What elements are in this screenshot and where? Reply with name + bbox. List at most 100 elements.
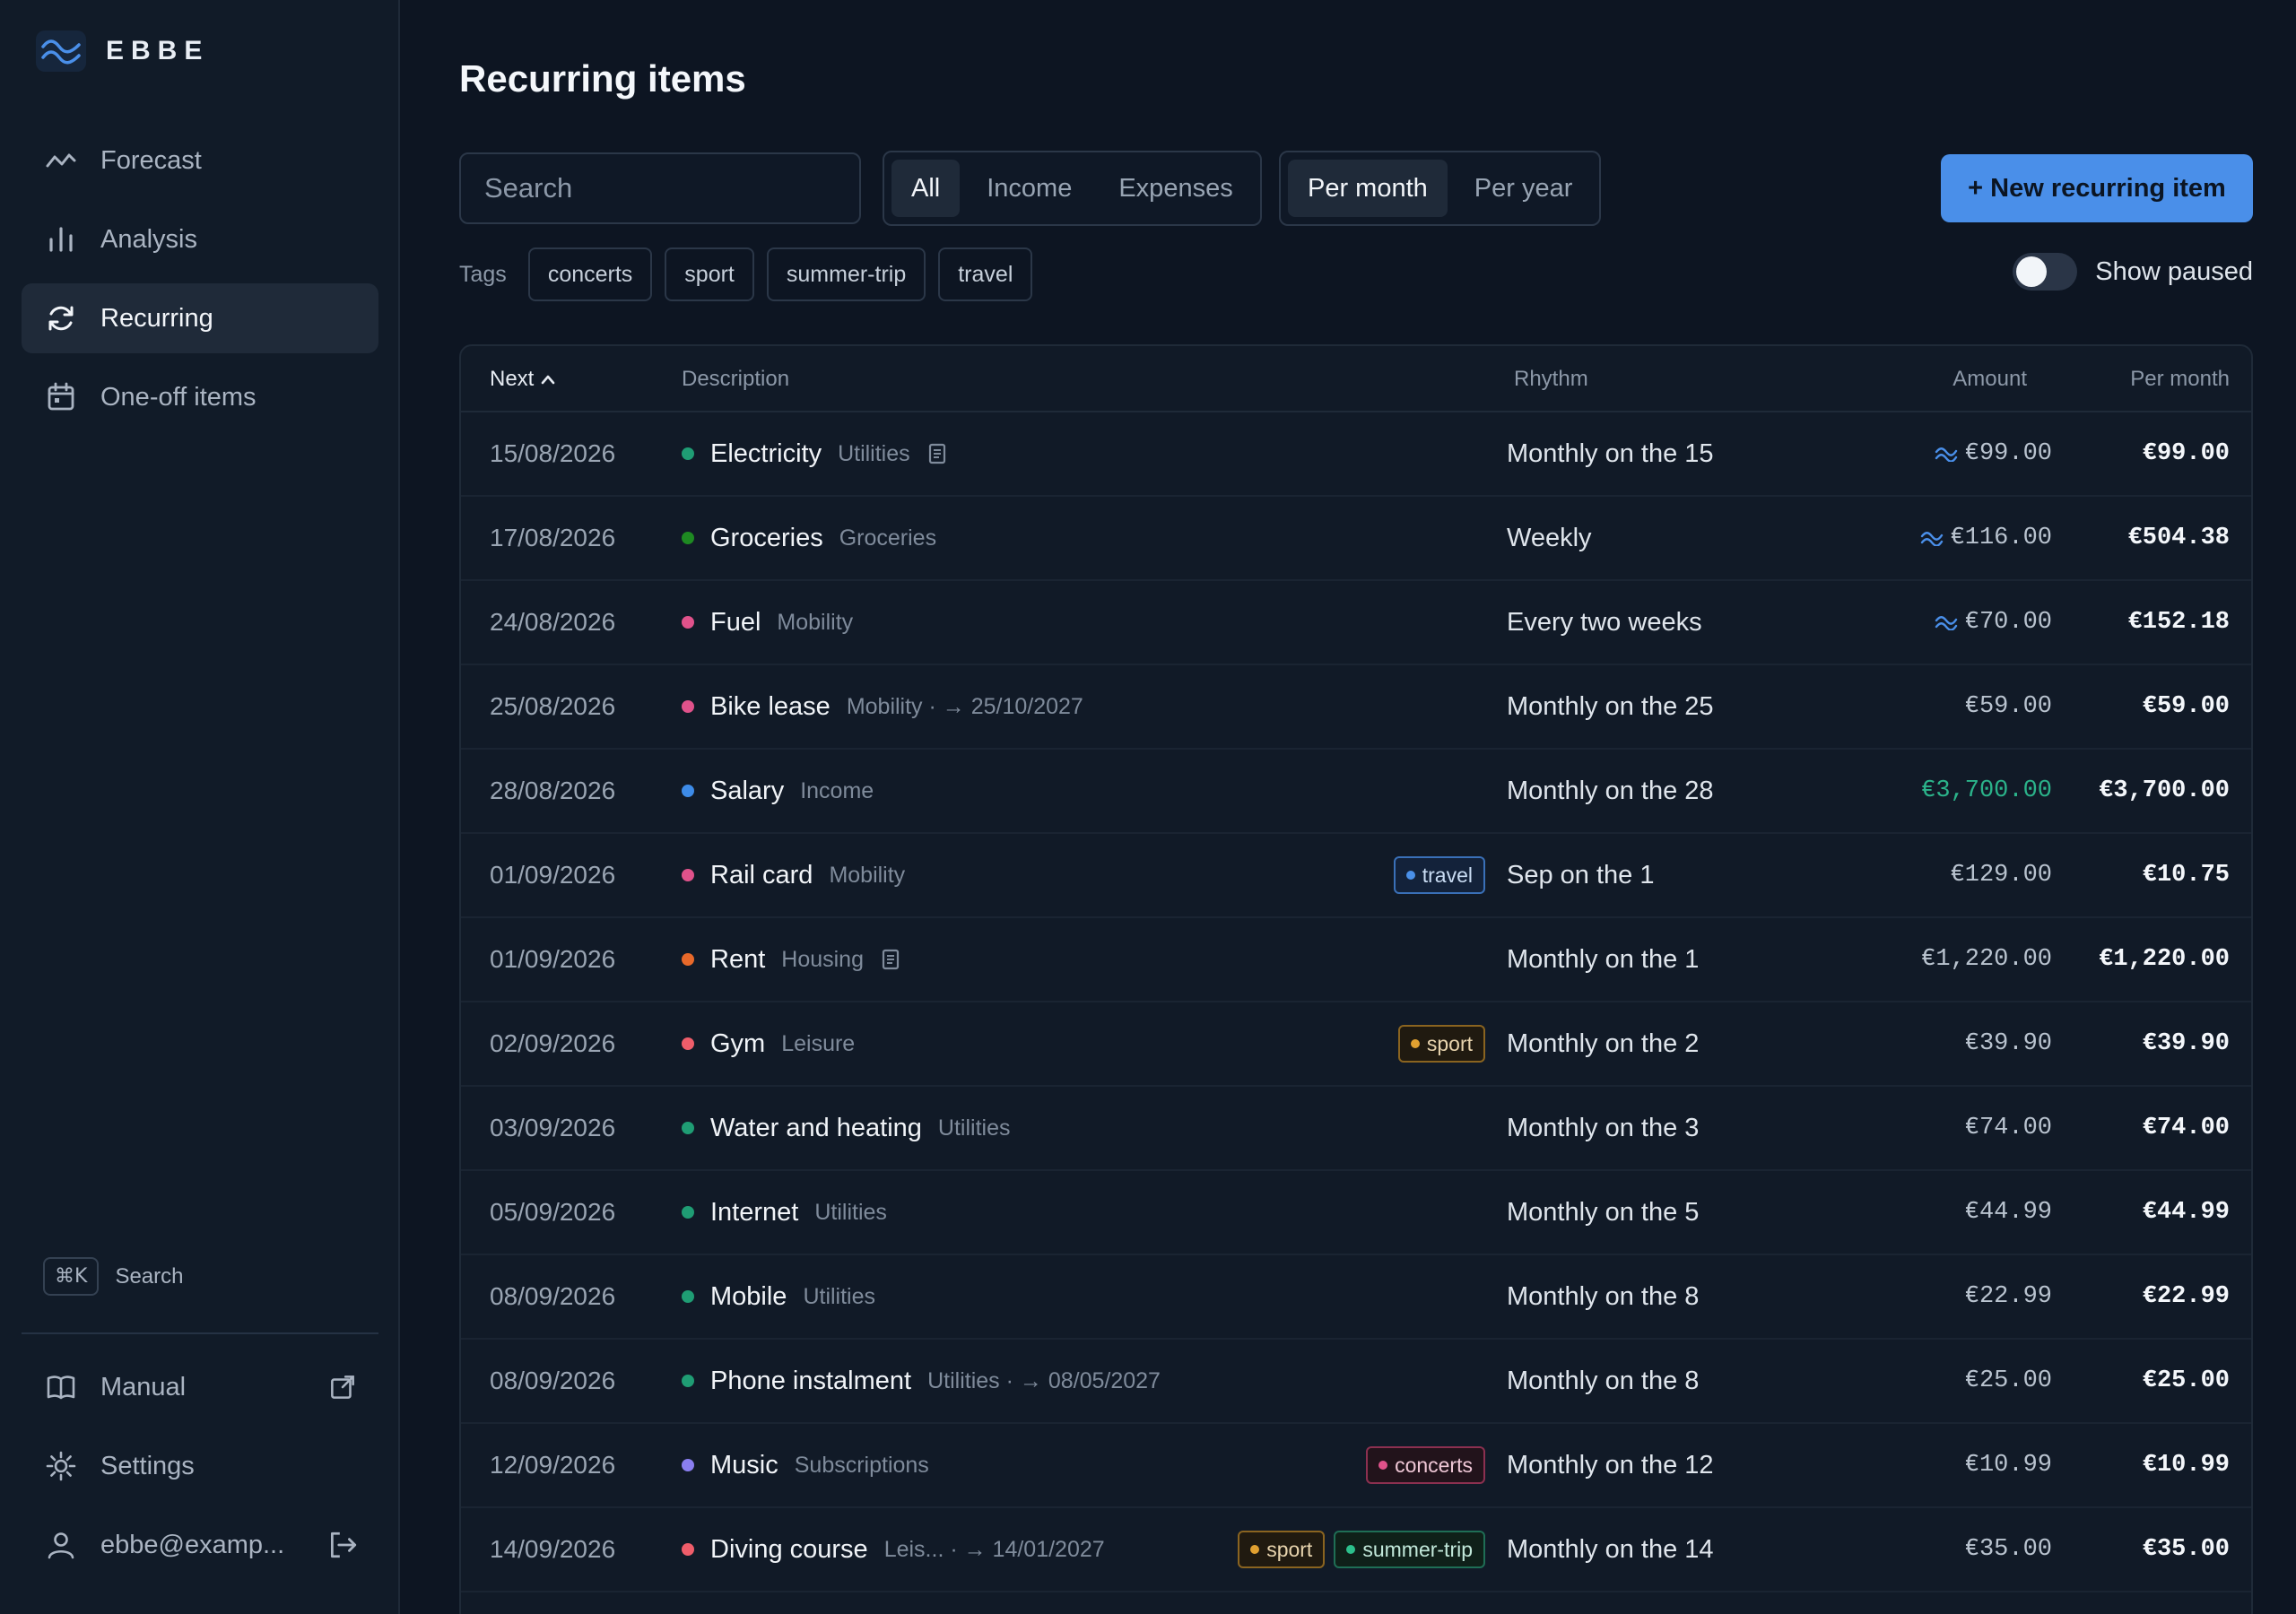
user-icon	[48, 1532, 74, 1559]
table-row[interactable]: 28/08/2026 Salary Income Monthly on the 28 €…	[461, 750, 2251, 834]
item-name: Salary	[710, 776, 785, 805]
toggle-knob	[2016, 256, 2048, 287]
next-date: 05/09/2026	[490, 1198, 616, 1226]
category-dot	[682, 1122, 694, 1134]
category-dot	[682, 1375, 694, 1387]
shortcut-key: ⌘K	[43, 1257, 100, 1296]
sidebar-item-recurring[interactable]: Recurring	[22, 283, 378, 353]
item-name: Rail card	[710, 860, 813, 889]
column-header-description[interactable]: Description	[682, 367, 790, 391]
rhythm: Monthly on the 1	[1507, 944, 1700, 974]
description-cell: Rail card Mobility	[682, 834, 905, 916]
wave-logo-icon	[36, 30, 86, 72]
tag-badge[interactable]: sport	[1238, 1531, 1326, 1568]
sidebar-item-forecast[interactable]: Forecast	[22, 126, 378, 195]
tag-chip-travel[interactable]: travel	[938, 247, 1033, 301]
refresh-icon	[48, 306, 74, 331]
column-header-amount[interactable]: Amount	[1952, 367, 2027, 391]
category-dot	[682, 953, 694, 966]
type-filter: All Income Expenses	[883, 151, 1262, 226]
item-name: Gym	[710, 1028, 766, 1058]
command-search[interactable]: ⌘K Search	[43, 1257, 183, 1296]
filter-expenses[interactable]: Expenses	[1118, 173, 1233, 203]
amount: €1,220.00	[1921, 918, 2052, 1001]
sidebar-item-analysis[interactable]: Analysis	[22, 204, 378, 274]
category-dot	[682, 700, 694, 713]
sidebar-item-manual[interactable]: Manual	[22, 1352, 378, 1422]
table-row[interactable]: 24/08/2026 Fuel Mobility Every two weeks €70…	[461, 581, 2251, 665]
item-category: Housing	[781, 946, 864, 972]
table-row[interactable]: 01/09/2026 Rent Housing Monthly on the 1 €1,…	[461, 918, 2251, 1002]
calendar-icon	[48, 382, 74, 411]
sidebar-item-account[interactable]: ebbe@examp...	[22, 1510, 378, 1580]
table-header: Next Description Rhythm Amount Per month	[461, 346, 2251, 412]
sidebar-item-label: Recurring	[100, 303, 213, 333]
table-row[interactable]: 05/09/2026 Internet Utilities Monthly on th…	[461, 1171, 2251, 1255]
table-row[interactable]: 17/08/2026 Groceries Groceries Weekly €116.0…	[461, 497, 2251, 581]
tag-badge[interactable]: summer-trip	[1334, 1531, 1485, 1568]
tag-chip-summer-trip[interactable]: summer-trip	[766, 247, 926, 301]
row-tags: travel	[1393, 834, 1485, 916]
bottom-nav: Manual Settings ebbe@examp...	[22, 1352, 378, 1589]
amount-value: €25.00	[1964, 1367, 2052, 1394]
tag-badge[interactable]: travel	[1393, 856, 1485, 894]
amount-value: €3,700.00	[1921, 777, 2052, 804]
sidebar-item-label: One-off items	[100, 382, 257, 412]
item-name: Diving course	[710, 1534, 868, 1564]
tag-badge[interactable]: concerts	[1366, 1446, 1485, 1484]
logout-icon[interactable]	[326, 1529, 359, 1561]
table-body: 15/08/2026 Electricity Utilities Monthly on…	[461, 412, 2251, 1592]
rhythm: Monthly on the 2	[1507, 1028, 1700, 1058]
table-row[interactable]: 02/09/2026 Gym Leisure sport Monthly on the …	[461, 1002, 2251, 1087]
rhythm: Monthly on the 8	[1507, 1366, 1700, 1395]
next-date: 15/08/2026	[490, 439, 616, 467]
per-month: €39.90	[2142, 1030, 2230, 1057]
brand[interactable]: EBBE	[36, 30, 209, 72]
tag-label: summer-trip	[1362, 1537, 1473, 1561]
period-per-month[interactable]: Per month	[1288, 160, 1448, 217]
table-row[interactable]: 03/09/2026 Water and heating Utilities Mont…	[461, 1087, 2251, 1171]
table-row[interactable]: 01/09/2026 Rail card Mobility travel Sep on …	[461, 834, 2251, 918]
table-row[interactable]: 14/09/2026 Diving course Leis... · → 14/01…	[461, 1508, 2251, 1592]
category-dot	[682, 1459, 694, 1471]
filter-income[interactable]: Income	[987, 173, 1073, 203]
amount-value: €39.90	[1964, 1030, 2052, 1057]
next-date: 28/08/2026	[490, 777, 616, 804]
per-month: €44.99	[2142, 1199, 2230, 1226]
table-row[interactable]: 08/09/2026 Mobile Utilities Monthly on the …	[461, 1255, 2251, 1340]
item-category: Income	[800, 777, 874, 803]
search-input[interactable]	[459, 152, 861, 224]
column-header-per-month[interactable]: Per month	[2130, 367, 2230, 391]
per-month: €22.99	[2142, 1283, 2230, 1310]
amount-value: €74.00	[1964, 1115, 2052, 1141]
show-paused-toggle[interactable]	[2013, 253, 2078, 291]
tag-chip-concerts[interactable]: concerts	[527, 247, 653, 301]
column-header-label: Next	[490, 367, 535, 391]
table-row[interactable]: 15/08/2026 Electricity Utilities Monthly on…	[461, 412, 2251, 497]
variable-amount-icon	[1935, 447, 1957, 462]
filter-all[interactable]: All	[891, 160, 961, 217]
sidebar-item-settings[interactable]: Settings	[22, 1431, 378, 1501]
tag-badge[interactable]: sport	[1397, 1025, 1485, 1063]
next-date: 01/09/2026	[490, 945, 616, 973]
table-row[interactable]: 12/09/2026 Music Subscriptions concerts Mont…	[461, 1424, 2251, 1508]
rhythm: Weekly	[1507, 523, 1592, 552]
next-date: 12/09/2026	[490, 1451, 616, 1479]
forecast-icon	[46, 153, 76, 168]
per-month: €152.18	[2127, 609, 2230, 636]
period-per-year[interactable]: Per year	[1474, 173, 1573, 203]
tag-label: sport	[1426, 1031, 1473, 1055]
column-header-next[interactable]: Next	[490, 346, 555, 412]
table-row[interactable]: 25/08/2026 Bike lease Mobility · → 25/10/2…	[461, 665, 2251, 750]
amount-value: €129.00	[1950, 862, 2052, 889]
description-cell: Diving course Leis... · → 14/01/2027	[682, 1508, 1105, 1591]
new-recurring-item-button[interactable]: + New recurring item	[1941, 154, 2253, 222]
table-row[interactable]: 08/09/2026 Phone instalment Utilities · → …	[461, 1340, 2251, 1424]
column-header-rhythm[interactable]: Rhythm	[1514, 367, 1588, 391]
tag-dot	[1250, 1545, 1260, 1554]
tag-chip-sport[interactable]: sport	[665, 247, 754, 301]
amount-value: €99.00	[1964, 440, 2052, 467]
sidebar-item-one-off-items[interactable]: One-off items	[22, 362, 378, 432]
per-month: €3,700.00	[2099, 777, 2230, 804]
amount-value: €70.00	[1964, 609, 2052, 636]
